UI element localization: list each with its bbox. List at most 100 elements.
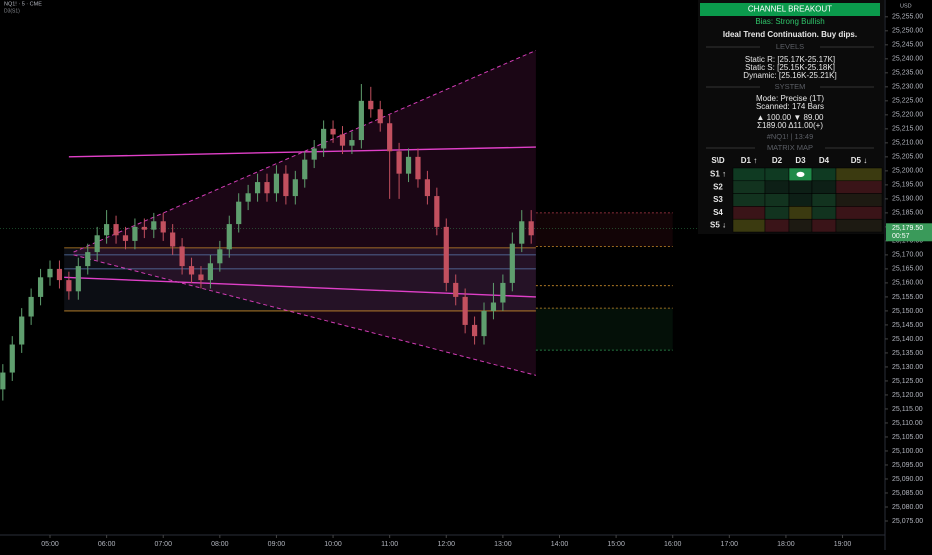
candle-body xyxy=(283,173,289,197)
x-tick-label: 08:00 xyxy=(211,541,229,548)
y-tick-label: 25,080.00 xyxy=(892,504,923,511)
candle-body xyxy=(122,235,129,241)
y-tick-label: 25,120.00 xyxy=(892,392,923,399)
candle-body xyxy=(254,182,261,194)
x-tick-label: 11:00 xyxy=(381,541,398,548)
candle-body xyxy=(321,128,327,149)
y-tick-label: 25,250.00 xyxy=(892,28,923,35)
candle-body xyxy=(509,243,515,283)
candle-body xyxy=(170,232,176,247)
y-tick-label: 25,195.00 xyxy=(892,182,923,189)
y-tick-label: 25,165.00 xyxy=(892,266,923,273)
matrix-column: D1 ↑ xyxy=(741,156,757,165)
system-text: Scanned: 174 Bars xyxy=(756,102,824,111)
y-tick-label: 25,185.00 xyxy=(892,210,923,217)
zone xyxy=(535,212,673,247)
matrix-cell xyxy=(835,180,883,194)
candle-body xyxy=(462,296,468,325)
y-tick-label: 25,085.00 xyxy=(892,490,923,497)
y-tick-label: 25,235.00 xyxy=(892,70,923,77)
level-text: Static S: [25.15K-25.18K] xyxy=(745,63,835,72)
candle-body xyxy=(415,156,421,180)
y-tick-label: 25,125.00 xyxy=(892,378,923,385)
candle-body xyxy=(9,344,15,373)
y-tick-label: 25,230.00 xyxy=(892,84,923,91)
matrix-cell xyxy=(788,180,813,194)
candle-body xyxy=(481,310,487,337)
candle-body xyxy=(358,100,364,141)
channel-fill xyxy=(73,50,536,376)
candle-body xyxy=(377,109,383,124)
candle-body xyxy=(519,221,525,244)
section-header: MATRIX MAP xyxy=(767,143,813,152)
candle-body xyxy=(405,156,412,174)
matrix-row: S5 ↓ xyxy=(710,221,726,230)
zone xyxy=(535,308,673,351)
y-tick-label: 25,170.00 xyxy=(892,252,923,259)
candle-body xyxy=(434,196,440,227)
x-tick-label: 09:00 xyxy=(268,541,286,548)
matrix-column: D3 xyxy=(795,156,806,165)
y-tick-label: 25,245.00 xyxy=(892,42,923,49)
candle-body xyxy=(236,201,242,225)
y-tick-label: 25,205.00 xyxy=(892,154,923,161)
candle-body xyxy=(273,173,280,194)
y-tick-label: 25,090.00 xyxy=(892,476,923,483)
zone xyxy=(64,247,536,311)
candle-body xyxy=(151,221,157,230)
x-tick-label: 13:00 xyxy=(494,541,512,548)
candle-body xyxy=(245,193,251,202)
candle-body xyxy=(292,179,298,197)
candle-body xyxy=(37,277,44,297)
x-tick-label: 15:00 xyxy=(607,541,625,548)
candle-body xyxy=(226,224,232,250)
candle-body xyxy=(47,268,53,278)
candle-body xyxy=(339,134,346,146)
currency: USD xyxy=(900,3,912,9)
info-panel: CHANNEL BREAKOUT Bias: Strong Bullish Id… xyxy=(698,0,884,234)
candle-body xyxy=(66,280,72,292)
candle-body xyxy=(500,282,506,303)
stats-text: Σ189.00 Δ11.00(+) xyxy=(757,121,823,130)
candle-body xyxy=(160,221,166,233)
candle-body xyxy=(113,224,119,236)
candle-body xyxy=(85,252,91,267)
candle-body xyxy=(141,226,147,230)
price-tag xyxy=(886,223,932,242)
candle-body xyxy=(188,266,195,275)
y-tick-label: 25,105.00 xyxy=(892,434,923,441)
matrix-cell xyxy=(732,193,766,207)
symbol: NQ1! · 5 · CME xyxy=(4,1,42,7)
system-text: Mode: Precise (1T) xyxy=(756,94,824,103)
candle-body xyxy=(424,179,431,197)
matrix-cell xyxy=(811,167,837,182)
matrix-row: S1 ↑ xyxy=(710,170,726,179)
candle-body xyxy=(311,148,317,160)
candle-body xyxy=(75,266,81,292)
candle-body xyxy=(387,123,393,152)
level-text: Static R: [25.17K-25.17K] xyxy=(745,55,835,64)
y-tick-label: 25,095.00 xyxy=(892,462,923,469)
matrix-cell xyxy=(835,193,883,207)
y-tick-label: 25,135.00 xyxy=(892,350,923,357)
price-tag-label: 25,179.50 xyxy=(892,225,923,232)
signal-dot xyxy=(796,171,805,177)
matrix-cell xyxy=(811,193,837,207)
x-tick-label: 18:00 xyxy=(777,541,795,548)
candle-body xyxy=(19,316,25,345)
x-tick-label: 05:00 xyxy=(41,541,59,548)
candle-body xyxy=(330,128,336,135)
candle-body xyxy=(179,246,185,267)
trend-line xyxy=(73,254,537,376)
y-tick-label: 25,160.00 xyxy=(892,280,923,287)
candle-body xyxy=(0,372,6,390)
candle-body xyxy=(471,324,478,337)
matrix-cell xyxy=(835,167,883,182)
panel-header xyxy=(700,3,880,16)
matrix-cell xyxy=(764,218,790,233)
x-tick-label: 10:00 xyxy=(324,541,342,548)
candle-body xyxy=(302,159,308,180)
candle-body xyxy=(528,221,534,236)
candle-body xyxy=(207,263,213,281)
